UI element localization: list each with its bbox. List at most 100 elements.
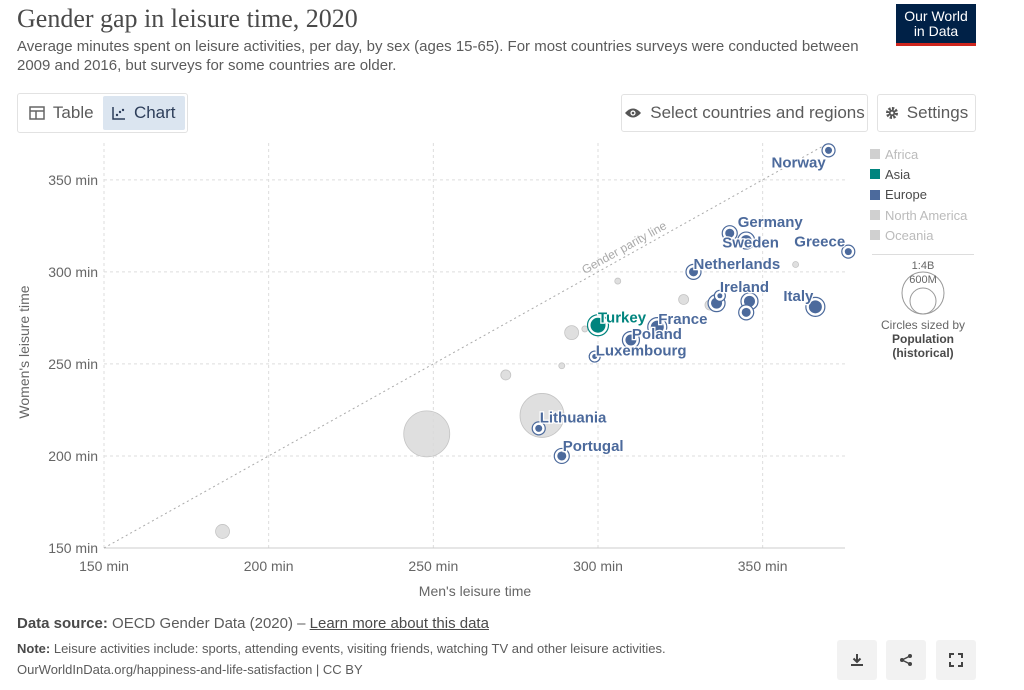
size-legend-top: 1:4B (912, 261, 935, 272)
chart-icon (112, 107, 125, 120)
y-axis-label: Women's leisure time (16, 285, 32, 418)
point-label: Poland (632, 326, 682, 343)
tab-table-label: Table (52, 103, 94, 122)
data-point[interactable] (403, 410, 451, 458)
size-legend-variable-2: (historical) (892, 346, 954, 360)
size-legend-variable: Population (892, 332, 954, 346)
data-source: Data source: OECD Gender Data (2020) – L… (17, 615, 489, 632)
x-tick-label: 150 min (79, 558, 129, 574)
size-legend-inner: 600M (909, 274, 937, 286)
x-tick-label: 200 min (244, 558, 294, 574)
point-label: Sweden (722, 235, 779, 252)
point-label: Turkey (598, 309, 647, 326)
point-label: Greece (794, 234, 845, 251)
chart-grid (103, 143, 845, 549)
legend-swatch (870, 210, 880, 221)
data-point-core (590, 317, 606, 333)
data-point-core (717, 293, 723, 299)
data-point[interactable] (581, 325, 589, 333)
view-tabs: Table Chart (17, 93, 188, 133)
tab-table[interactable]: Table (20, 96, 103, 130)
eye-icon (625, 108, 642, 118)
legend-item-europe[interactable]: Europe (870, 185, 967, 205)
data-point[interactable] (519, 393, 565, 438)
data-point[interactable] (678, 294, 690, 305)
owid-logo[interactable]: Our World in Data (896, 4, 976, 46)
chart-url[interactable]: OurWorldInData.org/happiness-and-life-sa… (17, 662, 363, 677)
logo-line-2: in Data (913, 23, 959, 39)
data-point[interactable] (792, 261, 799, 268)
legend-label: Oceania (885, 227, 934, 243)
data-point-core (808, 300, 822, 314)
tab-chart[interactable]: Chart (102, 96, 185, 130)
gender-parity-label: Gender parity line (579, 218, 669, 277)
data-point-core (689, 267, 699, 277)
point-label: Lithuania (540, 409, 607, 426)
point-label: Italy (783, 288, 814, 305)
size-legend: 1:4B 600M Circles sized by Population (h… (868, 254, 978, 360)
data-point[interactable] (614, 277, 622, 285)
size-legend-circles: 1:4B 600M (901, 260, 945, 315)
data-point[interactable] (215, 524, 230, 539)
legend-swatch (870, 149, 880, 160)
logo-line-1: Our World (904, 8, 968, 24)
data-point[interactable] (500, 369, 512, 381)
data-point-core (725, 228, 735, 238)
legend-item-asia[interactable]: Asia (870, 164, 967, 184)
legend-label: North America (885, 207, 968, 223)
data-point[interactable] (558, 362, 566, 370)
note-text: Leisure activities include: sports, atte… (53, 641, 666, 656)
legend-swatch (870, 189, 880, 200)
fullscreen-button[interactable] (936, 640, 976, 680)
legend-label: Europe (885, 187, 927, 203)
y-tick-label: 350 min (48, 172, 98, 188)
y-tick-label: 250 min (48, 356, 98, 372)
legend-item-oceania[interactable]: Oceania (870, 225, 967, 245)
chart-subtitle: Average minutes spent on leisure activit… (17, 38, 859, 74)
learn-more-link[interactable]: Learn more about this data (309, 615, 489, 632)
legend-label: Africa (885, 146, 919, 162)
data-point-core (557, 451, 567, 461)
select-countries-button[interactable]: Select countries and regions (621, 94, 868, 132)
note-label: Note: (17, 641, 51, 656)
y-tick-label: 150 min (48, 540, 98, 556)
size-legend-caption: Circles sized by (880, 318, 966, 332)
download-button[interactable] (837, 640, 877, 680)
legend-label: Asia (885, 166, 911, 182)
point-labels: Norway Germany Greece Sweden Netherlands Irel… (538, 153, 846, 456)
point-label: Norway (772, 154, 827, 171)
legend-swatch (870, 169, 880, 180)
legend-swatch (870, 230, 880, 241)
data-point-core (625, 334, 637, 346)
data-point-core (743, 295, 755, 307)
point-label: Ireland (720, 279, 769, 296)
settings-label: Settings (906, 103, 969, 122)
point-label: France (658, 311, 707, 328)
y-tick-label: 200 min (48, 448, 98, 464)
select-countries-label: Select countries and regions (650, 103, 865, 122)
settings-button[interactable]: Settings (877, 94, 976, 132)
x-axis-label: Men's leisure time (419, 583, 532, 599)
y-axis-ticks: 150 min 200 min 250 min 300 min 350 min (48, 172, 98, 556)
x-tick-label: 250 min (408, 558, 458, 574)
data-point-core (825, 146, 833, 154)
tab-chart-label: Chart (133, 103, 176, 122)
data-point-core (740, 235, 752, 247)
x-tick-label: 300 min (573, 558, 623, 574)
share-button[interactable] (886, 640, 926, 680)
x-tick-label: 350 min (738, 558, 788, 574)
point-label: Portugal (563, 438, 624, 455)
chart-title: Gender gap in leisure time, 2020 (17, 4, 358, 33)
table-icon (29, 106, 45, 120)
x-axis-ticks: 150 min 200 min 250 min 300 min 350 min (79, 558, 787, 574)
data-point[interactable] (564, 325, 580, 341)
data-point-core (535, 424, 543, 432)
share-icon (900, 654, 912, 666)
region-legend: Africa Asia Europe North America Oceania (870, 144, 967, 245)
y-tick-label: 300 min (48, 264, 98, 280)
data-point-core (844, 248, 852, 256)
legend-item-north-america[interactable]: North America (870, 205, 967, 225)
legend-item-africa[interactable]: Africa (870, 144, 967, 164)
chart-note: Note: Leisure activities include: sports… (17, 641, 666, 656)
point-label: Netherlands (694, 256, 781, 273)
